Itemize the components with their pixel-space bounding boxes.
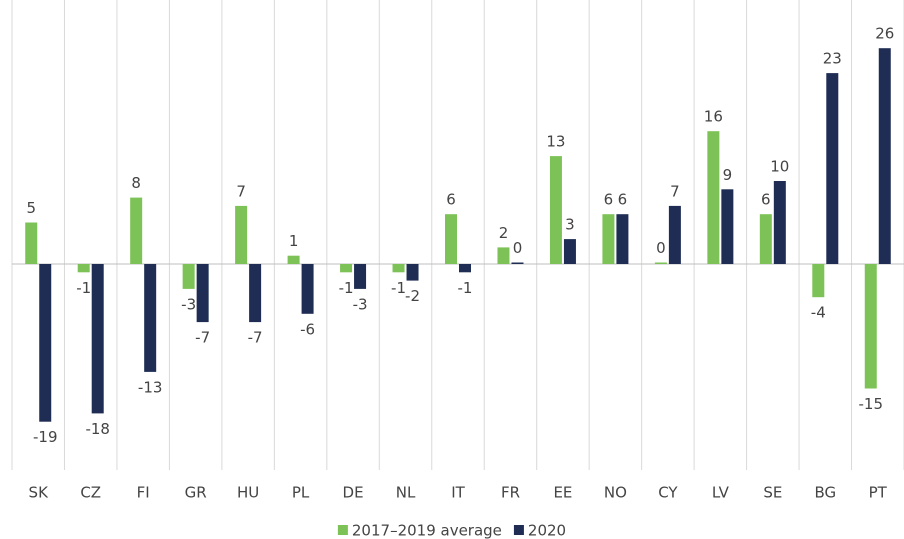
bar xyxy=(773,181,786,264)
x-tick-label: IT xyxy=(451,484,465,502)
bar xyxy=(25,222,38,264)
bar xyxy=(812,264,825,298)
data-label: 26 xyxy=(875,25,894,43)
data-label: 3 xyxy=(565,216,575,234)
data-label: -19 xyxy=(33,428,58,446)
x-tick-label: CZ xyxy=(80,484,101,502)
data-label: 6 xyxy=(618,191,628,209)
x-tick-label: DE xyxy=(343,484,364,502)
bar xyxy=(130,197,143,264)
legend-label: 2017–2019 average xyxy=(352,522,502,539)
x-tick-label: EE xyxy=(553,484,572,502)
data-label: 7 xyxy=(670,182,680,200)
bar xyxy=(287,255,300,264)
bar xyxy=(459,264,471,273)
data-label: 5 xyxy=(26,199,36,217)
bar xyxy=(878,48,891,265)
data-label: 0 xyxy=(513,239,523,257)
data-label: 9 xyxy=(723,166,733,184)
data-label: 23 xyxy=(823,50,842,68)
x-tick-label: PT xyxy=(869,484,888,502)
data-label: -13 xyxy=(138,378,163,396)
data-label: -6 xyxy=(300,320,315,338)
bar xyxy=(301,264,314,314)
data-label: 6 xyxy=(446,191,456,209)
data-label: 1 xyxy=(289,232,299,250)
data-label: 10 xyxy=(770,158,789,176)
bar xyxy=(759,214,772,264)
data-label: 6 xyxy=(604,191,614,209)
x-tick-label: SK xyxy=(29,484,50,502)
x-tick-label: LV xyxy=(712,484,730,502)
data-label: 7 xyxy=(236,182,246,200)
bar xyxy=(144,264,157,372)
bar xyxy=(249,264,262,323)
data-label: -7 xyxy=(195,329,210,347)
bar xyxy=(406,264,419,281)
data-label: -7 xyxy=(248,329,263,347)
bar xyxy=(91,264,104,414)
data-label: -1 xyxy=(391,279,406,297)
x-tick-label: GR xyxy=(185,484,207,502)
bar xyxy=(707,131,720,264)
bar xyxy=(445,214,457,264)
data-label: 16 xyxy=(704,108,723,126)
bar xyxy=(616,214,629,264)
bar xyxy=(511,262,524,264)
legend-swatch xyxy=(513,525,524,535)
data-label: -18 xyxy=(85,420,110,438)
data-label: 8 xyxy=(131,174,141,192)
x-tick-label: CY xyxy=(658,484,678,502)
bar xyxy=(602,214,615,264)
bar xyxy=(392,264,405,273)
bar xyxy=(826,73,839,264)
bar xyxy=(354,264,367,289)
data-label: 2 xyxy=(499,224,509,242)
data-label: -2 xyxy=(405,287,420,305)
bar xyxy=(39,264,52,422)
data-label: -1 xyxy=(76,279,91,297)
data-label: -1 xyxy=(339,279,354,297)
bar xyxy=(668,205,681,264)
bar xyxy=(77,264,90,273)
data-label: -15 xyxy=(859,395,884,413)
bar xyxy=(196,264,209,323)
legend-swatch xyxy=(337,525,348,535)
x-tick-label: FI xyxy=(137,484,150,502)
bar xyxy=(340,264,353,273)
x-tick-label: NO xyxy=(604,484,627,502)
bar xyxy=(563,239,576,264)
data-label: 6 xyxy=(761,191,771,209)
bar xyxy=(549,156,562,264)
bar xyxy=(864,264,877,389)
data-label: 13 xyxy=(546,133,565,151)
bar xyxy=(497,247,510,264)
bar xyxy=(654,262,667,264)
data-label: -1 xyxy=(458,279,473,297)
x-tick-label: BG xyxy=(814,484,836,502)
data-label: -3 xyxy=(353,295,368,313)
bar xyxy=(721,189,734,264)
data-label: 0 xyxy=(656,239,666,257)
x-tick-label: NL xyxy=(396,484,416,502)
data-label: -3 xyxy=(181,295,196,313)
bar xyxy=(182,264,195,289)
bar xyxy=(235,205,248,264)
legend-label: 2020 xyxy=(528,522,566,539)
data-label: -4 xyxy=(811,304,826,322)
x-tick-label: PL xyxy=(292,484,310,502)
x-tick-label: FR xyxy=(501,484,520,502)
x-tick-label: SE xyxy=(763,484,782,502)
x-tick-label: HU xyxy=(237,484,259,502)
